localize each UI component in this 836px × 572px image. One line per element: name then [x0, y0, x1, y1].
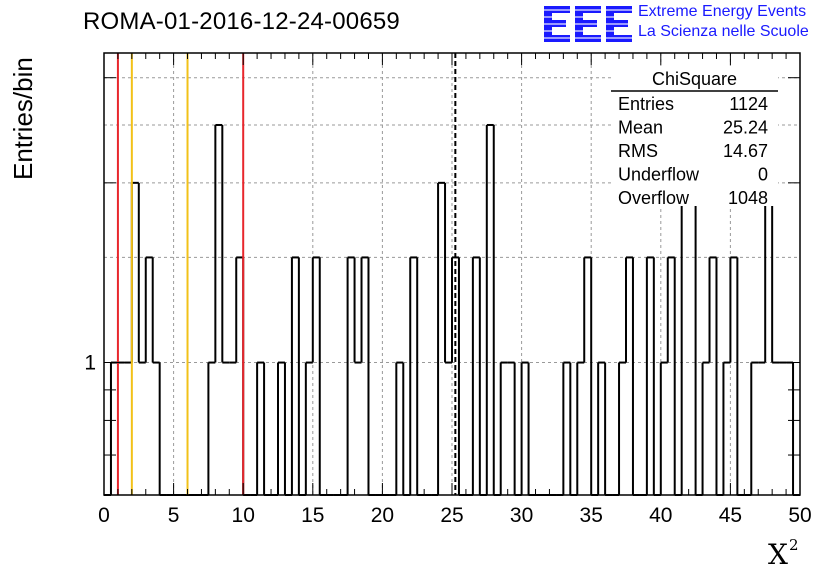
stats-box-title: ChiSquare [652, 69, 737, 89]
stats-row-label: Overflow [618, 188, 690, 208]
stats-row-label: Mean [618, 118, 663, 138]
stats-row-value: 25.24 [723, 118, 768, 138]
x-tick-label: 25 [440, 504, 463, 527]
x-tick-label: 30 [510, 504, 533, 527]
logo-line-2: La Scienza nelle Scuole [638, 23, 809, 40]
stats-row-value: 1048 [728, 188, 768, 208]
x-axis-label: X2 [768, 536, 798, 571]
x-tick-label: 50 [788, 504, 811, 527]
stats-box: ChiSquare Entries 1124 Mean 25.24 RMS 14.67 Und… [611, 66, 778, 208]
x-tick-label: 45 [719, 504, 742, 527]
x-tick-label: 5 [168, 504, 180, 527]
stats-row-value: 14.67 [723, 141, 768, 161]
y-axis-ticks [104, 77, 800, 456]
histogram-bins [104, 123, 800, 496]
x-tick-label: 40 [649, 504, 672, 527]
x-tick-label: 15 [301, 504, 324, 527]
stats-box-background [611, 66, 778, 206]
stats-row-label: Entries [618, 94, 674, 114]
x-axis-ticks [103, 53, 801, 495]
stats-row-label: Underflow [618, 165, 700, 185]
eee-logo [542, 6, 634, 42]
stats-row-value: 1124 [729, 94, 768, 114]
x-tick-label: 10 [232, 504, 255, 527]
x-tick-label: 35 [580, 504, 603, 527]
stats-row-value: 0 [758, 165, 768, 185]
logo-caption: Extreme Energy Events La Scienza nelle S… [638, 2, 809, 42]
x-axis-label-power: 2 [788, 536, 799, 554]
y-tick-label: 1 [84, 352, 96, 375]
x-axis-label-base: X [768, 538, 788, 571]
run-title: ROMA-01-2016-12-24-00659 [83, 8, 400, 35]
logo-line-1: Extreme Energy Events [638, 3, 807, 20]
x-tick-label: 20 [371, 504, 394, 527]
x-tick-label: 0 [98, 504, 110, 527]
stats-row-label: RMS [618, 141, 658, 161]
